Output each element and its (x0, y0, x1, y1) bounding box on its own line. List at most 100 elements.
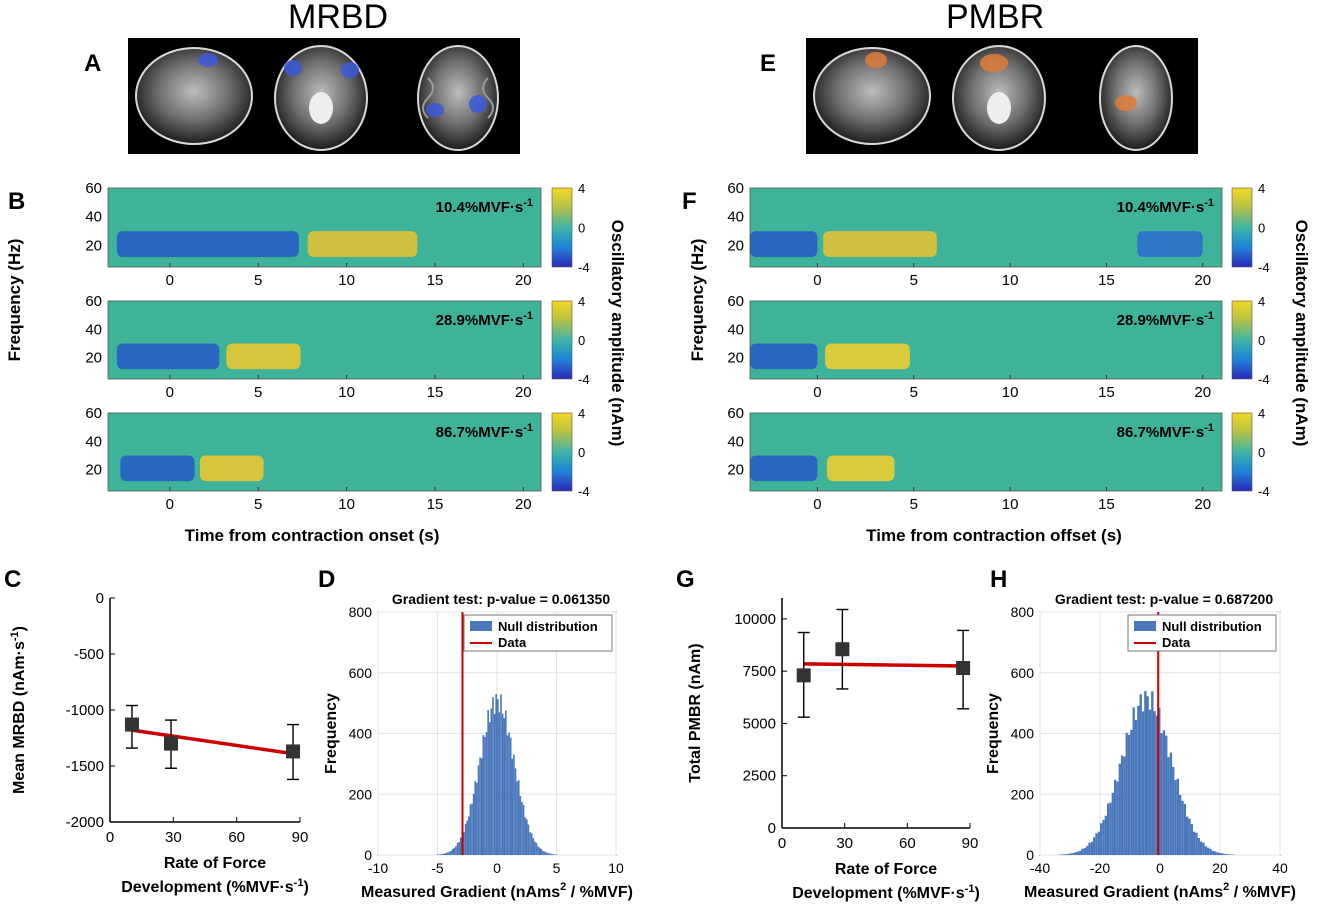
histogram-bar (1190, 824, 1193, 855)
histogram-bar (453, 848, 456, 855)
histogram-bar (1169, 752, 1173, 855)
histogram-bar (511, 758, 514, 855)
colorbar-tick: 4 (578, 406, 585, 421)
panel-label-b: B (8, 188, 26, 215)
x-axis-label-line2: Development (%MVF·s-1) (121, 877, 309, 896)
histogram-bar (451, 848, 454, 855)
x-tick-label: 20 (1212, 860, 1228, 876)
histogram-bar (440, 854, 443, 855)
spectrogram-ytick: 20 (85, 462, 102, 479)
histogram-bar (1174, 780, 1177, 855)
x-tick-label: 60 (899, 835, 916, 852)
histogram-bar (1123, 756, 1126, 855)
histogram-bar (550, 853, 552, 855)
histogram-bar (1088, 842, 1091, 855)
histogram-bar (529, 832, 531, 855)
y-tick-label: 0 (768, 820, 776, 837)
colorbar-tick: 0 (1258, 221, 1265, 236)
histogram-bar (1132, 707, 1135, 855)
spectrogram-frame (749, 300, 1223, 380)
histogram-bar (1102, 819, 1105, 855)
legend-swatch-null (470, 621, 492, 631)
data-point (164, 736, 179, 751)
spectrogram-blob (1137, 231, 1203, 257)
x-tick-label: 90 (292, 829, 309, 846)
histogram-bar (1095, 833, 1098, 855)
y-tick-label: 10000 (734, 611, 776, 628)
y-tick-label: 0 (96, 590, 104, 607)
histogram-bar (1137, 705, 1140, 855)
y-tick-label: -2000 (66, 814, 104, 831)
spectrogram-xtick: 20 (515, 272, 532, 289)
histogram-bar (1113, 779, 1117, 855)
histogram-bar (479, 757, 481, 855)
histogram-bar (1218, 853, 1221, 855)
spectrogram-xtick: 5 (254, 272, 262, 289)
histogram-bar (469, 804, 472, 855)
chart-title: Gradient test: p-value = 0.687200 (1055, 591, 1273, 607)
spectrogram-frame (749, 187, 1223, 268)
fit-line (131, 728, 294, 756)
spectrogram-ytick: 40 (85, 209, 102, 226)
histogram-bar (476, 782, 478, 855)
histogram-bar (455, 846, 457, 855)
spectrogram-blob (825, 343, 910, 370)
histogram-bar (545, 852, 547, 855)
spectrogram-xtick: 0 (166, 384, 174, 401)
histogram-bar (525, 819, 528, 855)
spectrogram-xtick: 15 (1098, 496, 1115, 513)
histogram-bar (493, 714, 496, 855)
legend-label-null: Null distribution (498, 619, 598, 634)
histogram-bar (519, 796, 522, 855)
histogram-bar (506, 735, 509, 855)
x-axis-label-line1: Rate of Force (835, 861, 937, 878)
spectrogram-ytick: 20 (727, 237, 744, 254)
histogram-bar (527, 824, 530, 855)
spectrogram-blob (120, 455, 195, 482)
data-point (286, 744, 301, 759)
histogram-bar (485, 732, 488, 855)
histogram-bar (1100, 823, 1103, 855)
histogram-bar (1072, 853, 1075, 855)
histogram-bar (468, 816, 470, 855)
histogram-bar (551, 854, 554, 855)
spectrogram-ytick: 40 (85, 321, 102, 338)
y-axis-label: Frequency (323, 693, 340, 774)
mri-images-left (128, 38, 520, 154)
histogram-bar (1125, 732, 1128, 855)
x-tick-label: 40 (1272, 860, 1288, 876)
histogram-bar (1213, 851, 1217, 855)
y-tick-label: 400 (349, 726, 373, 742)
histogram-bar (1183, 803, 1187, 855)
spectrogram-frame (107, 187, 542, 268)
colorbar (551, 412, 573, 492)
histogram-bar (548, 853, 551, 855)
spectrogram-xtick: 10 (338, 384, 355, 401)
histogram-bar (1192, 831, 1196, 855)
fit-line (803, 662, 964, 668)
histogram-bar (477, 765, 480, 855)
spectrogram-ytick: 40 (727, 433, 744, 450)
colorbar (1231, 300, 1253, 380)
x-axis-label: Measured Gradient (nAms2 / %MVF) (361, 881, 633, 901)
histogram-bar (1081, 848, 1084, 855)
histogram-bar (1223, 853, 1226, 855)
spectrogram-ytick: 40 (727, 209, 744, 226)
histogram-bar (1069, 853, 1073, 855)
spectrogram-blob (116, 343, 220, 370)
data-point (796, 668, 811, 683)
histogram-bar (513, 754, 515, 855)
colorbar-tick: -4 (1258, 260, 1270, 275)
histogram-bar (543, 851, 546, 855)
x-tick-label: 60 (228, 829, 245, 846)
colorbar (551, 187, 573, 268)
legend-label-null: Null distribution (1162, 619, 1262, 634)
x-tick-label: -10 (368, 860, 388, 876)
histogram-bar (1165, 735, 1168, 855)
spectrogram-xtick: 0 (813, 496, 821, 513)
panel-label-e: E (760, 50, 777, 77)
histogram-bar (1202, 842, 1205, 855)
colorbar-tick: 4 (578, 181, 585, 196)
condition-label: 28.9%MVF·s-1 (436, 310, 533, 329)
